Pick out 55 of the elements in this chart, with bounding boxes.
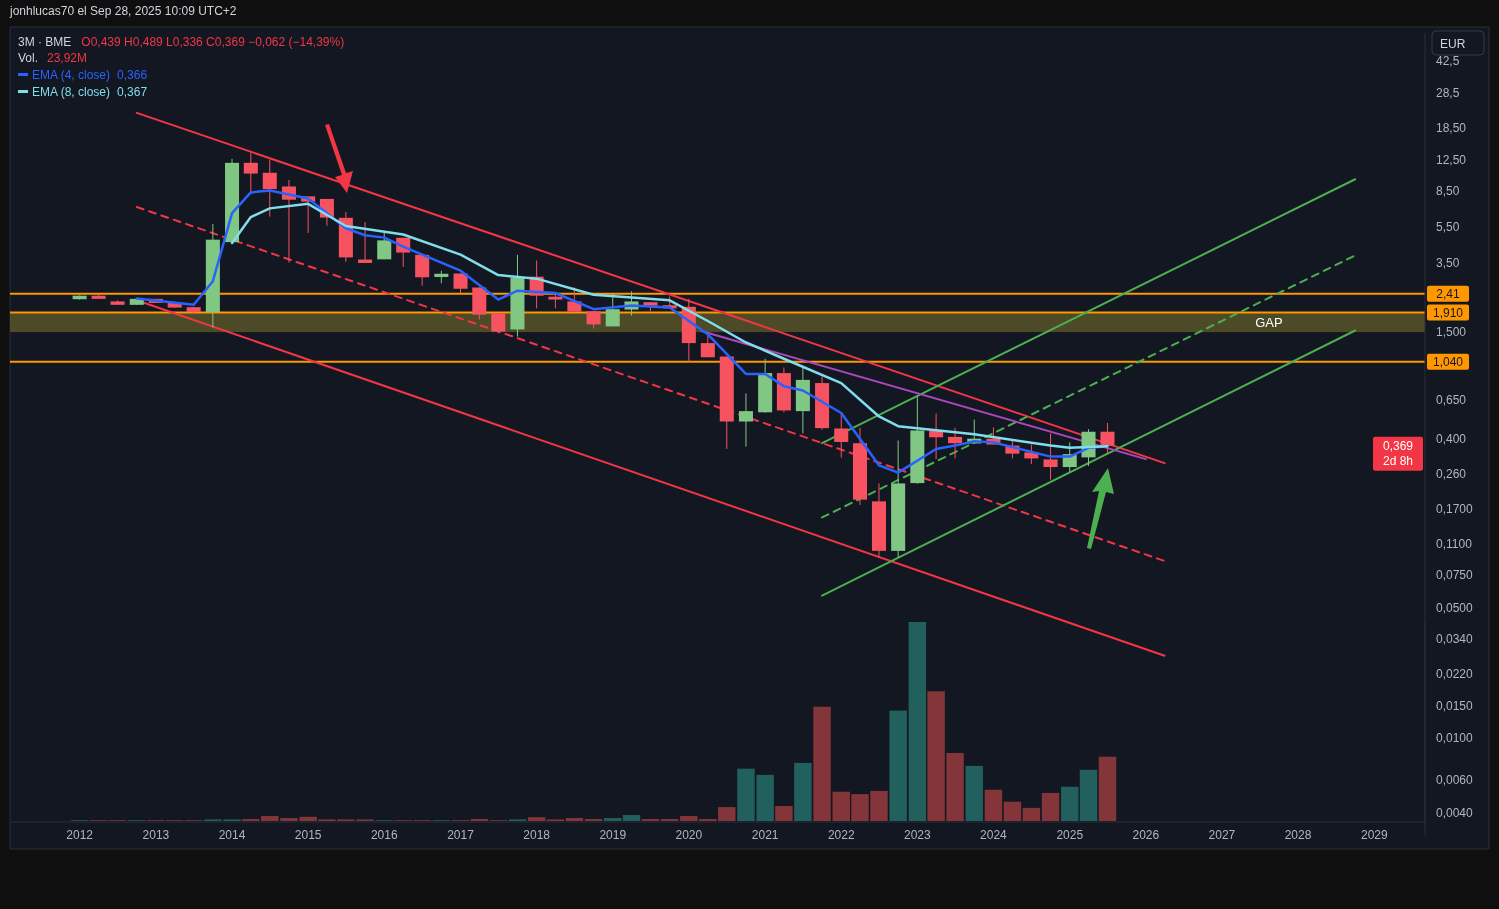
chart-title: 3M · BME bbox=[18, 35, 72, 49]
x-tick-label: 2013 bbox=[142, 828, 170, 842]
y-tick-label: 5,50 bbox=[1436, 219, 1460, 234]
y-tick-label: 42,5 bbox=[1436, 53, 1460, 68]
y-tick-label: 12,50 bbox=[1436, 153, 1467, 168]
annotation: 0,369 bbox=[1382, 438, 1414, 453]
x-tick-label: 2017 bbox=[447, 828, 475, 842]
y-tick-label: 0,0040 bbox=[1436, 805, 1474, 820]
x-tick-label: 2026 bbox=[1132, 828, 1160, 842]
text: jonhlucas70 el Sep 28, 2025 10:09 UTC+2 bbox=[9, 4, 237, 18]
y-tick-label: 0,0060 bbox=[1436, 772, 1474, 787]
legend-label: EMA (4, close) bbox=[32, 68, 111, 82]
x-tick-label: 2014 bbox=[218, 828, 246, 842]
band-label: GAP bbox=[1255, 314, 1283, 330]
x-tick-label: 2021 bbox=[751, 828, 779, 842]
x-tick-label: 2012 bbox=[66, 828, 94, 842]
ref-line-label: 1,910 bbox=[1432, 305, 1464, 320]
y-tick-label: 28,5 bbox=[1436, 86, 1460, 101]
x-tick-label: 2029 bbox=[1360, 828, 1389, 842]
y-tick-label: 0,650 bbox=[1436, 392, 1467, 407]
x-tick-label: 2019 bbox=[599, 828, 627, 842]
y-tick-label: 0,0340 bbox=[1436, 632, 1474, 647]
y-tick-label: 0,0750 bbox=[1436, 568, 1474, 583]
x-tick-label: 2027 bbox=[1208, 828, 1236, 842]
y-tick-label: 1,500 bbox=[1436, 325, 1467, 340]
y-tick-label: 0,260 bbox=[1436, 467, 1467, 482]
annotation: 0,366 bbox=[117, 68, 148, 82]
x-tick-label: 2024 bbox=[980, 828, 1008, 842]
y-tick-label: 0,0500 bbox=[1436, 600, 1474, 615]
chart-title: Vol. bbox=[18, 51, 39, 65]
annotation: 2d 8h bbox=[1382, 453, 1414, 468]
annotation: 0,367 bbox=[117, 85, 148, 99]
x-tick-label: 2023 bbox=[903, 828, 931, 842]
annotation: O0,439 H0,489 L0,336 C0,369 −0,062 (−14,39%) bbox=[81, 35, 345, 49]
y-tick-label: 18,50 bbox=[1436, 121, 1467, 136]
x-tick-label: 2015 bbox=[294, 828, 322, 842]
legend-label: EMA (8, close) bbox=[32, 85, 111, 99]
y-tick-label: 8,50 bbox=[1436, 184, 1460, 199]
y-tick-label: 0,400 bbox=[1436, 432, 1467, 447]
x-tick-label: 2025 bbox=[1056, 828, 1084, 842]
annotation: 23,92M bbox=[47, 51, 88, 65]
y-tick-label: 0,1100 bbox=[1436, 536, 1473, 551]
x-tick-label: 2020 bbox=[675, 828, 703, 842]
x-tick-label: 2022 bbox=[827, 828, 855, 842]
x-tick-label: 2016 bbox=[370, 828, 398, 842]
ref-line-label: 2,41 bbox=[1436, 286, 1460, 301]
x-tick-label: 2018 bbox=[523, 828, 551, 842]
y-tick-label: 0,0220 bbox=[1436, 667, 1474, 682]
y-tick-label: 0,0100 bbox=[1436, 731, 1474, 746]
y-tick-label: 3,50 bbox=[1436, 256, 1460, 271]
y-tick-label: 0,0150 bbox=[1436, 698, 1474, 713]
y-tick-label: 0,1700 bbox=[1436, 501, 1474, 516]
ref-line-label: 1,040 bbox=[1432, 354, 1464, 369]
x-tick-label: 2028 bbox=[1284, 828, 1312, 842]
text: EUR bbox=[1440, 37, 1466, 51]
